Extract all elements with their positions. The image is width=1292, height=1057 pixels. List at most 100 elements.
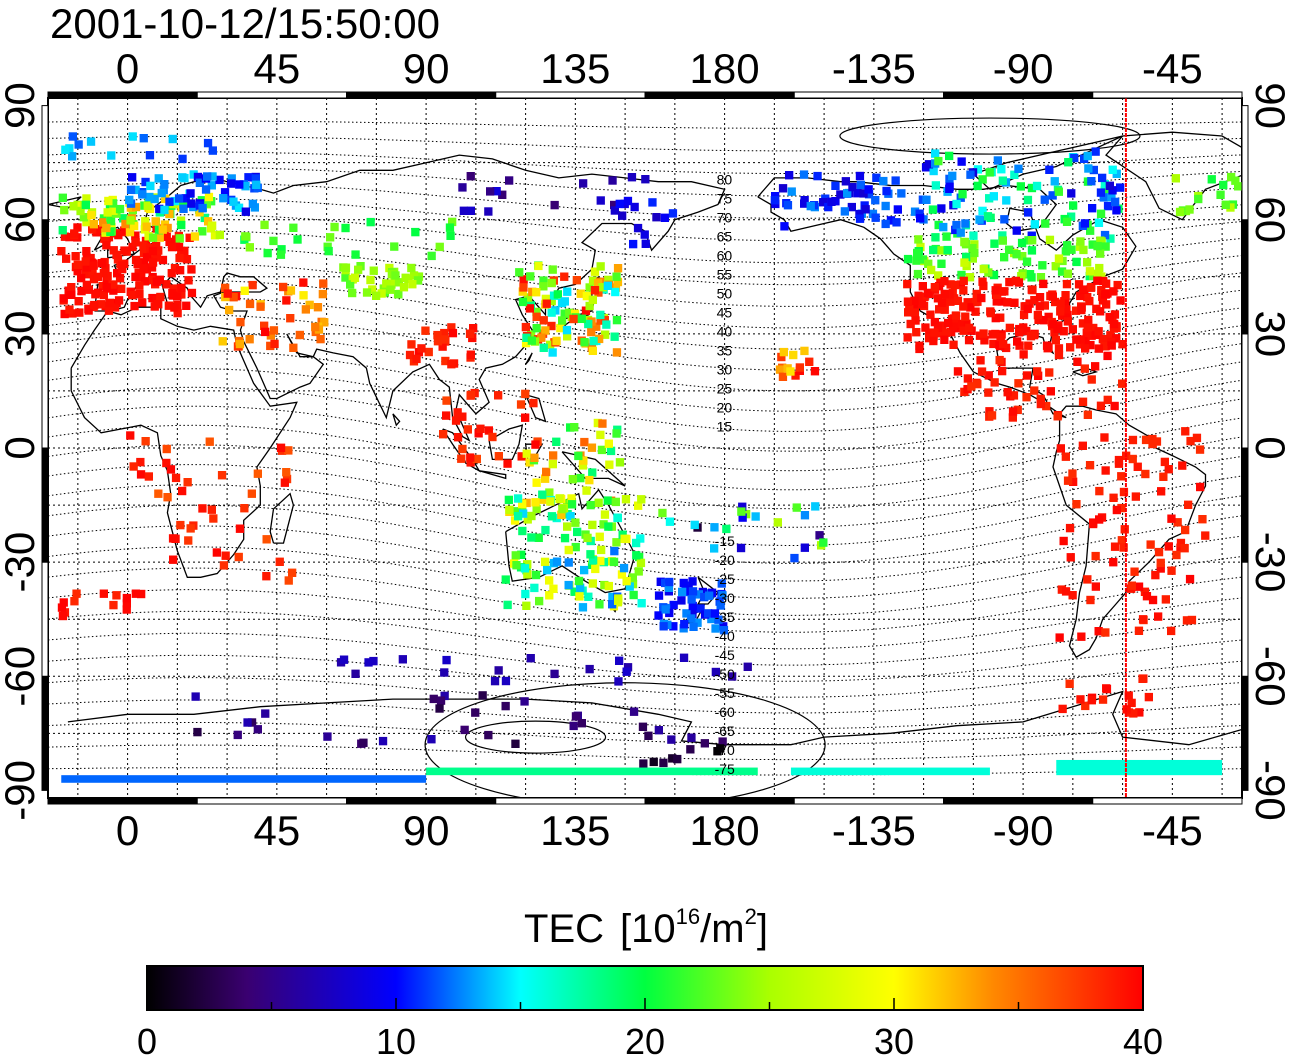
tec-cell: [555, 494, 564, 504]
tec-cell: [625, 582, 634, 591]
coastline: [269, 492, 295, 544]
tec-cell: [125, 195, 134, 205]
tec-cell: [409, 271, 419, 280]
tec-cell: [622, 667, 631, 676]
tec-cell: [1167, 626, 1176, 636]
tec-cell: [1109, 319, 1119, 329]
tec-cell: [105, 298, 114, 308]
tec-cell: [89, 220, 98, 229]
tec-cell: [623, 196, 633, 206]
tec-cell: [548, 348, 557, 357]
tec-cell: [966, 303, 975, 312]
tec-cell: [99, 589, 108, 598]
tec-cell: [584, 592, 593, 601]
tec-cell: [209, 514, 218, 523]
tec-cell: [717, 579, 726, 588]
tec-cell: [519, 509, 528, 518]
tec-cell: [120, 246, 129, 255]
frame-bar-bottom: [196, 797, 347, 805]
tec-cell: [1178, 461, 1187, 470]
tec-cell: [184, 276, 193, 285]
tec-cell: [394, 278, 404, 287]
tec-cell: [989, 192, 998, 201]
tec-cell: [649, 757, 658, 767]
tec-cell: [260, 321, 269, 330]
tec-cell: [150, 194, 159, 204]
tec-cell: [1083, 151, 1092, 161]
tec-cell: [928, 205, 938, 214]
tec-cell: [176, 520, 185, 530]
tec-cell: [531, 440, 540, 449]
tec-cell: [276, 443, 286, 452]
frame-ticks: [41, 91, 1249, 805]
tec-cell: [1181, 525, 1190, 535]
tec-cell: [1012, 226, 1021, 235]
tec-cell: [558, 504, 567, 514]
tec-cell: [783, 201, 793, 210]
frame-bar-left: [41, 105, 49, 221]
tec-cell: [319, 279, 328, 288]
colorbar-tick-label: 40: [1123, 1021, 1163, 1057]
tec-cell: [940, 277, 949, 286]
tec-cell: [75, 308, 84, 317]
tec-cell: [564, 580, 573, 590]
tec-cell: [413, 276, 423, 285]
tec-cell: [1072, 257, 1081, 267]
tec-cell: [673, 754, 682, 764]
tec-cell: [448, 217, 457, 227]
tec-cell: [173, 308, 182, 318]
tec-cell: [615, 458, 625, 467]
tec-cell: [978, 277, 987, 286]
contour-line: [48, 722, 1242, 745]
tec-cell: [102, 276, 111, 286]
tec-cell: [458, 412, 467, 421]
tec-cell: [140, 258, 149, 267]
tec-cell: [248, 280, 257, 290]
tec-cell: [256, 302, 265, 311]
tec-cell: [1185, 574, 1195, 584]
colorbar-title: TEC [1016/m2]: [0, 905, 1292, 953]
tec-cell: [440, 335, 449, 344]
tec-cell: [276, 250, 286, 259]
tec-cell: [998, 236, 1007, 245]
tec-cell: [215, 230, 224, 240]
tec-cell: [1019, 350, 1028, 359]
tec-cell: [1114, 455, 1124, 465]
tec-cell: [612, 348, 622, 357]
tec-cell: [1034, 371, 1043, 380]
tec-cell: [1063, 317, 1072, 326]
tec-cell: [917, 299, 927, 309]
tec-cell: [1089, 323, 1098, 333]
contour-label: -25: [715, 571, 735, 587]
tec-cell: [323, 732, 332, 741]
tec-cell: [605, 460, 614, 469]
tec-cell: [951, 225, 960, 235]
contour-label: -55: [715, 685, 735, 701]
tec-cell: [1138, 615, 1148, 624]
contour-line: [48, 699, 1242, 730]
tec-cell: [1014, 379, 1023, 388]
tec-cell: [604, 522, 613, 531]
tec-cell: [138, 298, 147, 307]
tec-cell: [174, 194, 184, 203]
tec-cell: [1053, 324, 1062, 333]
tec-cell: [1036, 394, 1045, 404]
tec-cell: [588, 276, 598, 285]
tec-cell: [235, 524, 245, 533]
tec-cell: [1129, 709, 1138, 718]
tec-cell: [60, 205, 69, 215]
tec-cell: [59, 598, 68, 607]
tec-cell: [654, 591, 664, 600]
tec-cell: [233, 730, 242, 740]
tec-cell: [518, 526, 527, 536]
tec-cell: [1061, 297, 1070, 306]
tec-cell: [169, 555, 178, 564]
tec-cell: [942, 232, 951, 241]
tec-cell: [476, 424, 485, 433]
tec-cell: [1034, 315, 1043, 324]
lon-tick-label-bottom: 180: [690, 807, 760, 854]
tec-cell: [70, 229, 79, 238]
tec-cell: [1101, 342, 1110, 351]
tec-cell: [529, 398, 538, 408]
tec-cell: [1096, 307, 1105, 316]
